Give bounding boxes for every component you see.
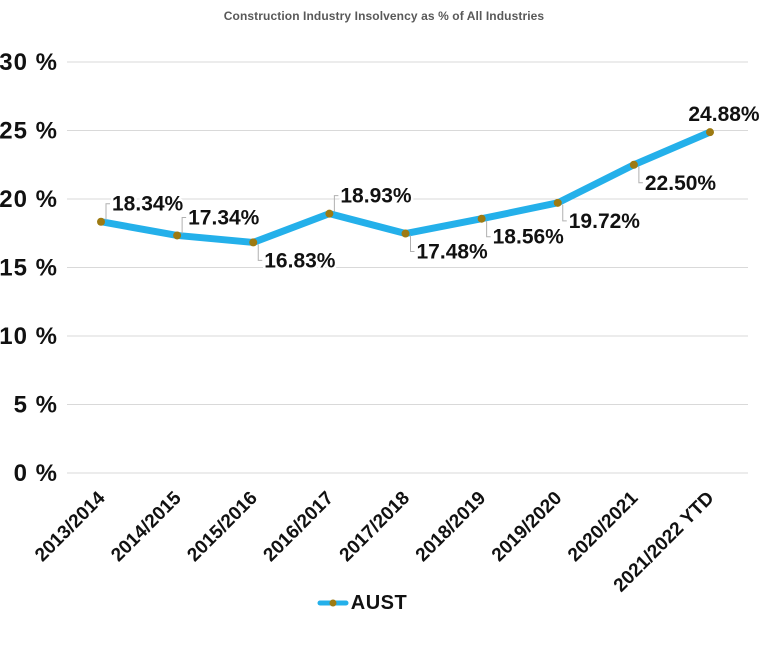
data-point-marker — [553, 198, 562, 207]
x-axis-tick-label: 2017/2018 — [336, 488, 414, 566]
data-point-marker — [706, 128, 714, 137]
legend-marker-dot — [329, 599, 337, 607]
x-axis-tick-label: 2016/2017 — [260, 488, 338, 566]
data-point-marker — [97, 217, 105, 226]
data-label: 24.88% — [688, 103, 760, 126]
data-point-marker — [173, 231, 182, 240]
data-label: 18.93% — [340, 185, 412, 208]
data-label: 19.72% — [569, 210, 641, 233]
y-axis-tick-label: 10 % — [0, 323, 58, 350]
chart-title: Construction Industry Insolvency as % of… — [223, 9, 545, 23]
label-leader-line — [333, 195, 339, 212]
data-point-marker — [249, 238, 258, 247]
data-point-marker — [325, 209, 334, 218]
data-label: 18.56% — [493, 226, 565, 249]
label-leader-line — [257, 244, 263, 261]
label-leader-line — [181, 216, 187, 234]
data-point-marker — [629, 160, 638, 169]
x-axis-tick-label: 2014/2015 — [107, 487, 186, 566]
x-axis-tick-label: 2018/2019 — [412, 488, 490, 566]
y-axis-tick-label: 15 % — [0, 255, 58, 282]
y-axis-tick-label: 20 % — [0, 186, 58, 213]
data-point-marker — [401, 229, 410, 238]
y-axis-tick-label: 0 % — [14, 460, 58, 487]
x-axis-tick-label: 2019/2020 — [488, 488, 566, 566]
label-leader-line — [562, 204, 567, 222]
data-label: 16.83% — [264, 249, 336, 272]
data-label: 18.34% — [112, 193, 184, 216]
legend-line-swatch — [317, 599, 349, 607]
data-label: 17.34% — [188, 206, 260, 229]
legend: AUST — [0, 589, 746, 617]
label-leader-line — [638, 166, 643, 184]
data-label: 22.50% — [645, 172, 717, 195]
legend-label: AUST — [350, 591, 408, 614]
x-axis-tick-label: 2015/2016 — [183, 488, 261, 566]
x-axis-tick-label: 2020/2021 — [564, 487, 643, 566]
data-point-marker — [477, 214, 486, 223]
y-axis-tick-label: 25 % — [0, 118, 58, 145]
label-leader-line — [486, 220, 491, 238]
data-label: 17.48% — [417, 241, 489, 264]
x-axis-tick-label: 2013/2014 — [31, 487, 110, 566]
label-leader-line — [410, 235, 415, 253]
y-axis-tick-label: 5 % — [14, 392, 58, 419]
label-leader-line — [105, 203, 110, 220]
y-axis-tick-label: 30 % — [0, 49, 58, 76]
